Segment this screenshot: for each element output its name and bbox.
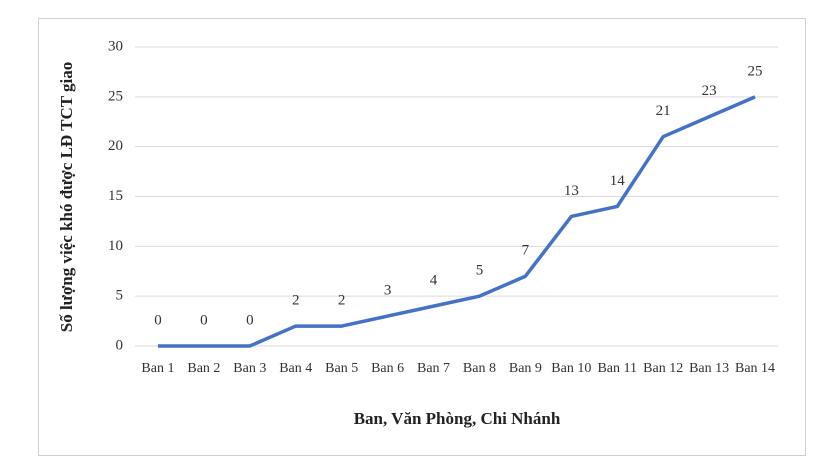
y-tick-label: 20: [108, 138, 123, 154]
y-tick-label: 30: [108, 38, 123, 54]
data-label: 7: [522, 243, 530, 259]
y-tick-label: 25: [108, 88, 123, 104]
x-tick-label: Ban 5: [325, 361, 358, 376]
data-label: 14: [610, 173, 626, 189]
y-tick-label: 15: [108, 188, 123, 204]
x-tick-label: Ban 14: [735, 361, 775, 376]
y-tick-label: 10: [108, 238, 123, 254]
x-tick-label: Ban 4: [279, 361, 312, 376]
data-label: 0: [154, 312, 162, 328]
data-label: 25: [748, 63, 763, 79]
data-line: [157, 95, 756, 348]
data-label: 0: [200, 312, 208, 328]
data-label: 21: [656, 103, 671, 119]
x-tick-label: Ban 13: [689, 361, 729, 376]
x-tick-label: Ban 7: [417, 361, 450, 376]
x-tick-label: Ban 11: [597, 361, 637, 376]
x-axis-title: Ban, Văn Phòng, Chi Nhánh: [354, 409, 561, 428]
data-label: 13: [564, 183, 579, 199]
x-tick-label: Ban 1: [141, 361, 174, 376]
x-tick-label: Ban 3: [233, 361, 266, 376]
x-tick-label: Ban 12: [643, 361, 683, 376]
y-axis-title: Số lượng việc khó được LĐ TCT giao: [57, 62, 76, 333]
x-tick-label: Ban 6: [371, 361, 404, 376]
chart-frame: [38, 18, 806, 456]
data-label: 23: [702, 83, 717, 99]
data-label: 2: [338, 293, 346, 309]
x-tick-label: Ban 10: [551, 361, 591, 376]
y-tick-label: 0: [116, 337, 124, 353]
data-label: 0: [246, 312, 254, 328]
x-tick-label: Ban 2: [187, 361, 220, 376]
data-label: 2: [292, 293, 300, 309]
data-label: 5: [476, 263, 484, 279]
data-label: 3: [384, 283, 392, 299]
y-tick-label: 5: [116, 288, 124, 304]
data-label: 4: [430, 273, 438, 289]
x-tick-label: Ban 9: [509, 361, 542, 376]
x-tick-label: Ban 8: [463, 361, 496, 376]
